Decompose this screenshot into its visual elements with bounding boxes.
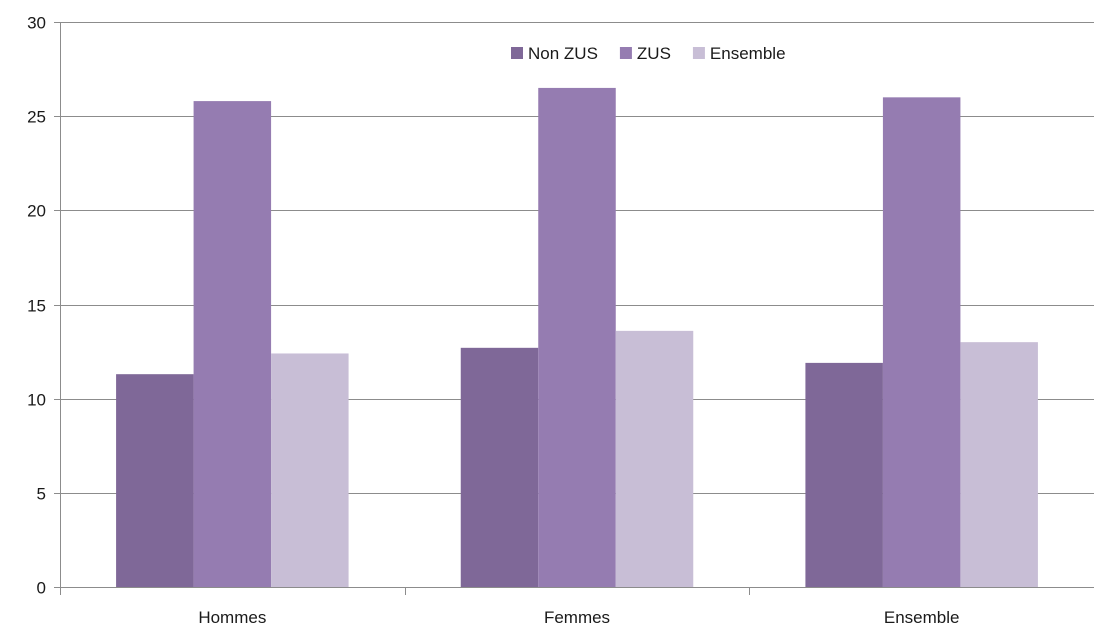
bar-zus-hommes [193, 101, 272, 587]
y-tick-label: 15 [27, 297, 46, 316]
legend: Non ZUS ZUS Ensemble [511, 44, 786, 63]
legend-swatch [619, 47, 632, 59]
bar-ensemble-ensemble [960, 342, 1038, 587]
bar-ensemble-femmes [615, 330, 694, 587]
y-tick-label: 30 [27, 14, 46, 33]
x-category-label: Femmes [544, 608, 610, 627]
legend-swatch [511, 47, 523, 59]
y-axis-tick-labels: 0 5 10 15 20 25 30 [27, 14, 46, 598]
y-tick-label: 10 [27, 391, 46, 410]
bar-zus-femmes [538, 87, 616, 588]
legend-label: ZUS [637, 44, 671, 63]
bar-non-zus-ensemble [805, 362, 883, 587]
y-tick-label: 5 [37, 485, 46, 504]
legend-swatch [692, 47, 705, 59]
legend-label: Non ZUS [528, 44, 598, 63]
x-category-label: Hommes [198, 608, 266, 627]
bar-ensemble-hommes [271, 353, 349, 587]
bars [116, 87, 1038, 588]
axes [54, 22, 1094, 595]
legend-label: Ensemble [710, 44, 786, 63]
bar-non-zus-hommes [116, 374, 194, 587]
x-axis-category-labels: Hommes Femmes Ensemble [198, 608, 959, 627]
bar-non-zus-femmes [460, 347, 539, 587]
y-tick-label: 25 [27, 108, 46, 127]
x-category-label: Ensemble [884, 608, 960, 627]
y-tick-label: 0 [37, 579, 46, 598]
bar-zus-ensemble [882, 97, 961, 587]
y-tick-label: 20 [27, 202, 46, 221]
